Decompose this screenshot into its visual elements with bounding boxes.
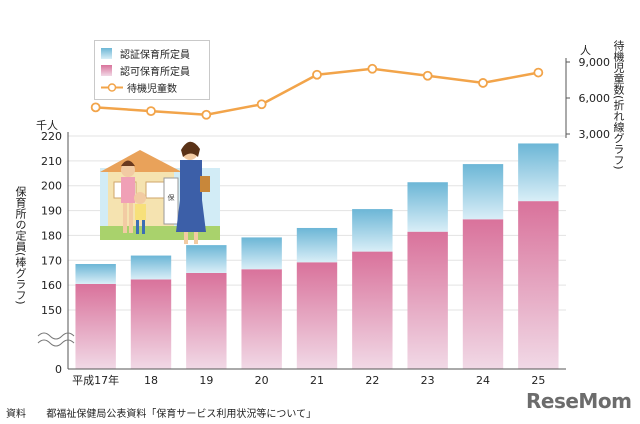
legend-item-ninka: 認可保育所定員: [101, 63, 190, 78]
bar-ninsho: [75, 264, 116, 284]
legend: 認証保育所定員 認可保育所定員 待機児童数: [94, 40, 210, 100]
bars: [75, 143, 559, 369]
line-point: [256, 99, 267, 110]
bar-ninsho: [296, 227, 338, 263]
legend-line-swatch: [101, 82, 123, 92]
y2-tick-label: 9,000: [579, 56, 611, 69]
legend-item-taiki: 待機児童数: [101, 80, 177, 95]
y-tick-label: 210: [41, 155, 62, 168]
bar-ninka: [296, 262, 338, 369]
x-tick-label: 19: [199, 374, 213, 387]
source-note: 資料 都福祉保健局公表資料「保育サービス利用状況等について」: [6, 405, 316, 420]
bar-ninka: [352, 251, 393, 369]
line-point: [312, 69, 322, 80]
x-tick-label: 平成17年: [72, 373, 119, 387]
bar-ninka: [75, 283, 116, 369]
bar-ninka: [518, 201, 559, 369]
bar-ninsho: [186, 245, 227, 273]
y-tick-label: 190: [41, 205, 62, 218]
svg-text:保: 保: [168, 193, 175, 202]
legend-label-ninka: 認可保育所定員: [120, 66, 190, 78]
legend-label-taiki: 待機児童数: [127, 83, 177, 95]
y-tick-label: 160: [41, 279, 62, 292]
source-text: 都福祉保健局公表資料「保育サービス利用状況等について」: [46, 409, 317, 420]
line-point: [533, 67, 544, 78]
bar-ninsho: [241, 237, 282, 270]
line-point: [146, 106, 156, 117]
legend-swatch-blue: [101, 47, 112, 59]
y-tick-label: 200: [41, 180, 62, 193]
waiting-children-line: [90, 63, 544, 120]
legend-label-ninsho: 認証保育所定員: [120, 49, 190, 61]
bar-ninka: [130, 279, 172, 369]
y-tick-label: 170: [41, 254, 62, 267]
x-tick-label: 20: [255, 374, 269, 387]
right-axis-label: 待機児童数(折れ線グラフ): [612, 40, 625, 170]
y2-tick-label: 3,000: [579, 128, 611, 141]
line-point: [478, 78, 488, 88]
y-tick-label: 220: [41, 130, 62, 143]
source-label: 資料: [6, 409, 26, 420]
line-point: [90, 102, 101, 113]
bar-ninsho: [407, 182, 448, 232]
nursery-illustration: 保: [100, 141, 220, 244]
y-tick-label: 150: [41, 304, 62, 317]
axis-break-mark: [37, 332, 75, 347]
line-point: [367, 63, 378, 74]
y-zero-label: 0: [55, 363, 62, 376]
bar-ninka: [407, 231, 448, 369]
line-point: [201, 109, 212, 120]
resemom-logo: ReseMom: [526, 389, 632, 413]
x-tick-label: 24: [476, 374, 490, 387]
bar-ninka: [186, 272, 227, 369]
legend-swatch-pink: [101, 64, 112, 76]
x-tick-label: 23: [421, 374, 435, 387]
line-point: [422, 70, 433, 81]
left-axis-unit: 千人: [36, 119, 58, 132]
bar-ninsho: [130, 255, 172, 280]
bar-ninsho: [352, 209, 393, 252]
y2-tick-label: 6,000: [579, 92, 611, 105]
right-axis-unit: 人: [580, 44, 591, 57]
x-tick-label: 25: [531, 374, 545, 387]
legend-item-ninsho: 認証保育所定員: [101, 46, 190, 61]
x-tick-label: 18: [144, 374, 158, 387]
bar-ninka: [462, 219, 504, 369]
bar-ninka: [241, 269, 282, 369]
bar-ninsho: [518, 143, 559, 202]
left-axis-label: 保育所の定員(棒グラフ): [14, 186, 27, 305]
bar-ninsho: [462, 164, 504, 220]
x-tick-label: 22: [365, 374, 379, 387]
y-tick-label: 180: [41, 229, 62, 242]
x-tick-label: 21: [310, 374, 324, 387]
axes: 150 160 170 180 190 200 210 220 0 3,000 6,000 9,000…: [37, 56, 611, 387]
